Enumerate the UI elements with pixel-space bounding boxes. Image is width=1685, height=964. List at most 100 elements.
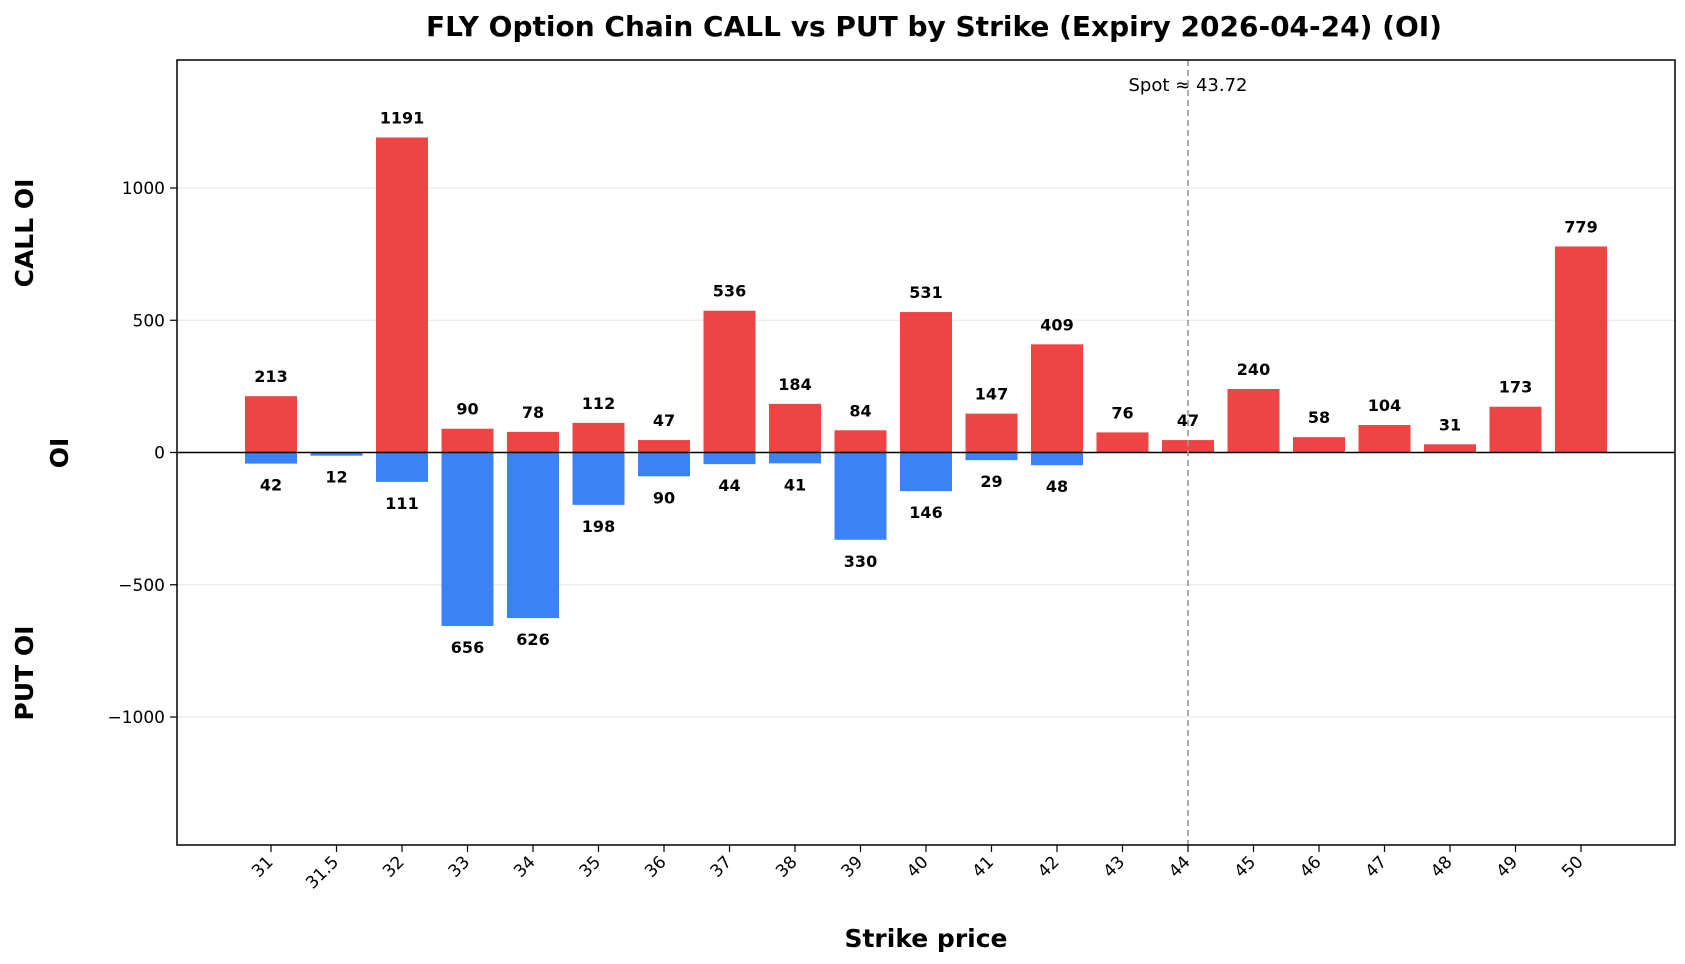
call-value-label: 84 [849,401,871,420]
call-value-label: 536 [713,282,746,301]
x-tick-label: 44 [1165,852,1194,881]
put-value-label: 48 [1046,477,1068,496]
put-bar [376,452,428,482]
call-value-label: 173 [1499,378,1532,397]
bars [245,137,1607,627]
put-value-label: 330 [844,552,877,571]
y-axis-label-call: CALL OI [10,179,39,288]
call-bar [769,403,821,453]
call-value-label: 47 [653,411,675,430]
put-bar [900,452,952,492]
call-value-label: 779 [1564,217,1597,236]
put-bar [703,452,756,465]
x-tick-label: 46 [1296,852,1325,881]
call-bar [1358,424,1411,453]
x-tick-label: 31 [248,852,277,881]
put-value-label: 146 [909,503,942,522]
y-tick-label: 0 [154,444,165,464]
put-value-label: 111 [385,494,418,513]
y-tick-label: −1000 [107,708,165,728]
put-bar [310,452,363,456]
plot-frame [176,59,1676,846]
call-bar [638,440,690,453]
x-tick-label: 38 [772,852,801,881]
y-tick-label: 500 [133,311,165,331]
x-tick-label: 49 [1493,852,1522,881]
chart-title: FLY Option Chain CALL vs PUT by Strike (… [426,10,1442,43]
x-tick-label: 33 [445,852,474,881]
put-value-label: 626 [516,630,549,649]
x-tick-label: 48 [1427,852,1456,881]
call-value-label: 31 [1439,415,1461,434]
call-bar [1555,246,1607,453]
call-bar [441,428,494,453]
call-value-label: 76 [1111,403,1133,422]
y-axis-label: OI [45,438,74,469]
x-tick-label: 31.5 [302,852,343,893]
put-bar [1031,452,1083,466]
call-value-label: 184 [778,375,811,394]
call-value-label: 531 [909,283,942,302]
put-bar [965,452,1018,461]
y-tick-label: 1000 [122,179,165,199]
put-bar [834,452,887,540]
call-value-label: 112 [582,394,615,413]
put-value-label: 12 [325,468,347,487]
call-value-label: 90 [456,400,478,419]
x-tick-label: 47 [1362,852,1391,881]
call-bar [376,137,428,453]
put-bar [769,452,821,464]
x-tick-label: 45 [1231,852,1260,881]
call-bar [245,396,297,453]
call-bar [1162,440,1214,453]
call-bar [1031,344,1083,453]
y-tick-label: −500 [118,576,165,596]
x-tick-label: 39 [838,852,867,881]
x-tick-label: 35 [576,852,605,881]
call-bar [900,312,952,453]
call-value-label: 409 [1040,315,1073,334]
call-bar [834,430,887,453]
x-tick-label: 41 [969,852,998,881]
x-tick-label: 37 [707,852,736,881]
x-tick-label: 40 [903,852,932,881]
x-tick-label: 50 [1558,852,1587,881]
put-bar [572,452,625,505]
put-value-label: 42 [260,476,282,495]
call-value-label: 240 [1237,360,1270,379]
put-bar [245,452,297,464]
x-tick-label: 42 [1034,852,1063,881]
y-axis-label-put: PUT OI [10,626,39,721]
call-value-label: 213 [254,367,287,386]
call-value-label: 147 [975,385,1008,404]
call-bar [1096,432,1149,453]
put-value-label: 656 [451,638,484,657]
call-bar [1227,389,1280,453]
x-tick-label: 36 [641,852,670,881]
put-value-label: 29 [980,472,1002,491]
put-bar [638,452,690,477]
x-tick-label: 43 [1100,852,1129,881]
put-value-label: 198 [582,517,615,536]
call-bar [1293,437,1345,453]
call-bar [1424,444,1476,453]
call-value-label: 104 [1368,396,1401,415]
put-value-label: 90 [653,488,675,507]
x-tick-label: 34 [510,852,539,881]
put-value-label: 44 [718,476,740,495]
put-value-label: 41 [784,475,806,494]
call-value-label: 1191 [380,108,425,127]
put-bar [441,452,494,627]
call-value-label: 58 [1308,408,1330,427]
x-tick-label: 32 [379,852,408,881]
call-bar [965,413,1018,453]
call-bar [507,431,559,453]
call-bar [572,422,625,453]
put-bar [507,452,559,619]
x-axis-label: Strike price [844,924,1007,953]
call-bar [703,310,756,453]
call-value-label: 78 [522,403,544,422]
call-bar [1489,406,1542,453]
